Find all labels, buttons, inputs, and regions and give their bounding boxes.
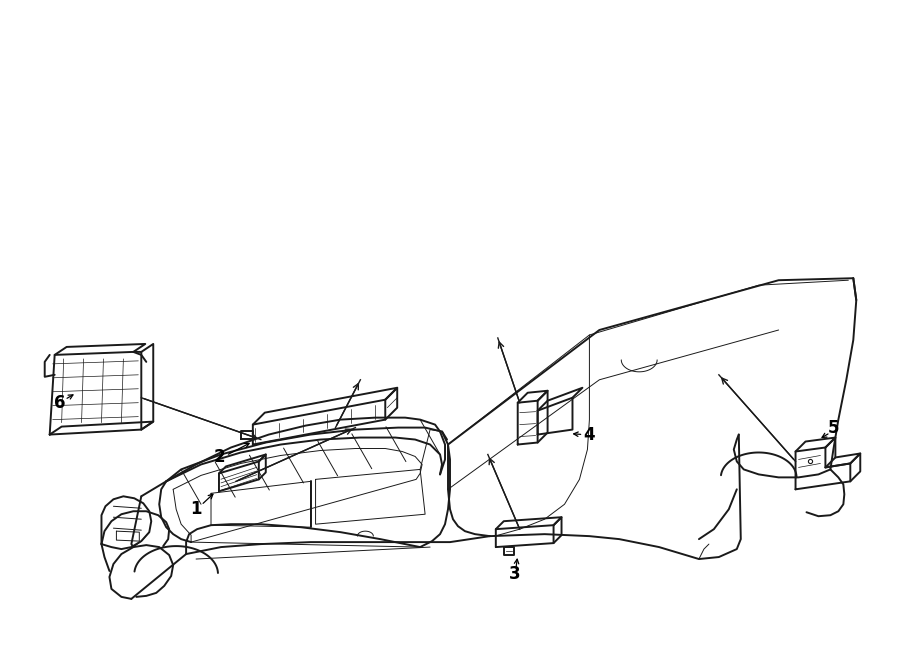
Text: 1: 1 — [190, 500, 202, 518]
Text: 5: 5 — [828, 418, 839, 436]
Text: 2: 2 — [213, 448, 225, 467]
Text: 6: 6 — [54, 394, 66, 412]
Text: 4: 4 — [583, 426, 595, 444]
Text: 3: 3 — [508, 565, 520, 583]
